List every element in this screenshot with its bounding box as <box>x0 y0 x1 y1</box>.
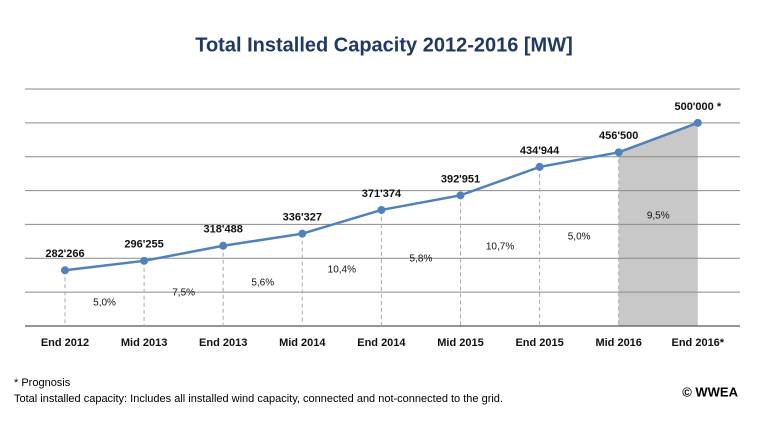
point <box>219 241 228 250</box>
x-tick-label: End 2014 <box>357 337 406 349</box>
x-tick-label: Mid 2015 <box>437 337 483 349</box>
x-tick-label: End 2012 <box>41 337 89 349</box>
growth-label: 10,4% <box>328 265 356 276</box>
point <box>298 229 307 238</box>
x-tick-label: End 2013 <box>199 337 247 349</box>
value-label: 392'951 <box>441 173 480 185</box>
point <box>614 148 623 157</box>
value-label: 371'374 <box>362 188 402 200</box>
value-label: 318'488 <box>204 224 243 236</box>
growth-label: 5,8% <box>410 254 433 265</box>
value-label: 434'944 <box>520 145 560 157</box>
growth-label: 5,0% <box>93 298 116 309</box>
x-tick-label: Mid 2014 <box>279 337 326 349</box>
value-label: 500'000 * <box>674 101 721 113</box>
footnote: Total installed capacity: Includes all i… <box>14 393 503 405</box>
source: © WWEA <box>682 384 738 399</box>
point <box>377 205 386 214</box>
value-label: 296'255 <box>124 239 163 251</box>
point <box>535 162 544 171</box>
point <box>693 118 702 127</box>
point <box>140 256 149 265</box>
value-label: 336'327 <box>283 212 322 224</box>
growth-label: 5,6% <box>251 278 274 289</box>
x-tick-label: Mid 2016 <box>595 337 641 349</box>
x-tick-label: End 2016* <box>672 337 725 349</box>
chart-title: Total Installed Capacity 2012-2016 [MW] <box>195 34 573 56</box>
footnote: * Prognosis <box>14 377 71 389</box>
x-tick-label: End 2015 <box>515 337 563 349</box>
growth-label: 7,5% <box>172 288 195 299</box>
value-label: 456'500 <box>599 130 638 142</box>
point <box>61 266 69 275</box>
growth-label: 9,5% <box>647 211 670 222</box>
point <box>456 191 465 200</box>
growth-label: 5,0% <box>568 232 591 243</box>
x-tick-label: Mid 2013 <box>121 337 167 349</box>
growth-label: 10,7% <box>486 242 514 253</box>
value-label: 282'266 <box>45 248 84 260</box>
